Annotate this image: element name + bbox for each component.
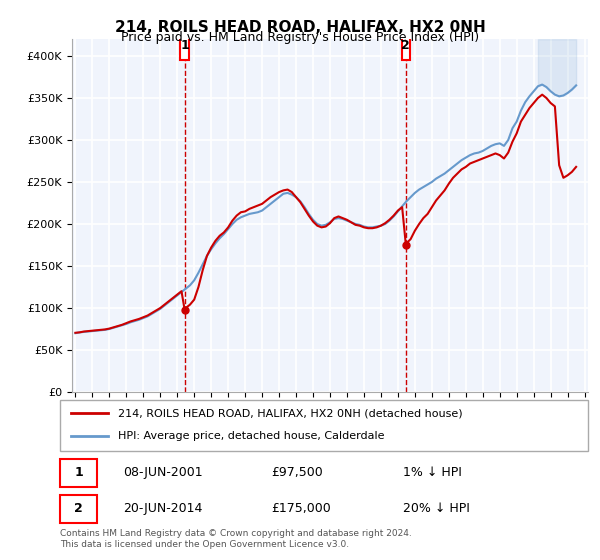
Text: 2: 2 xyxy=(74,502,83,515)
FancyBboxPatch shape xyxy=(60,400,588,451)
Text: £97,500: £97,500 xyxy=(271,466,323,479)
FancyBboxPatch shape xyxy=(181,31,189,60)
Text: 1% ↓ HPI: 1% ↓ HPI xyxy=(403,466,462,479)
Text: Price paid vs. HM Land Registry's House Price Index (HPI): Price paid vs. HM Land Registry's House … xyxy=(121,31,479,44)
Text: HPI: Average price, detached house, Calderdale: HPI: Average price, detached house, Cald… xyxy=(118,431,385,441)
Text: 20-JUN-2014: 20-JUN-2014 xyxy=(124,502,203,515)
Text: 214, ROILS HEAD ROAD, HALIFAX, HX2 0NH (detached house): 214, ROILS HEAD ROAD, HALIFAX, HX2 0NH (… xyxy=(118,408,463,418)
Text: Contains HM Land Registry data © Crown copyright and database right 2024.
This d: Contains HM Land Registry data © Crown c… xyxy=(60,529,412,549)
Text: 1: 1 xyxy=(74,466,83,479)
FancyBboxPatch shape xyxy=(60,495,97,524)
Text: 1: 1 xyxy=(181,39,189,52)
Text: 214, ROILS HEAD ROAD, HALIFAX, HX2 0NH: 214, ROILS HEAD ROAD, HALIFAX, HX2 0NH xyxy=(115,20,485,35)
FancyBboxPatch shape xyxy=(401,31,410,60)
Text: 20% ↓ HPI: 20% ↓ HPI xyxy=(403,502,470,515)
Text: 2: 2 xyxy=(401,39,410,52)
Text: 08-JUN-2001: 08-JUN-2001 xyxy=(124,466,203,479)
Text: £175,000: £175,000 xyxy=(271,502,331,515)
FancyBboxPatch shape xyxy=(60,459,97,487)
